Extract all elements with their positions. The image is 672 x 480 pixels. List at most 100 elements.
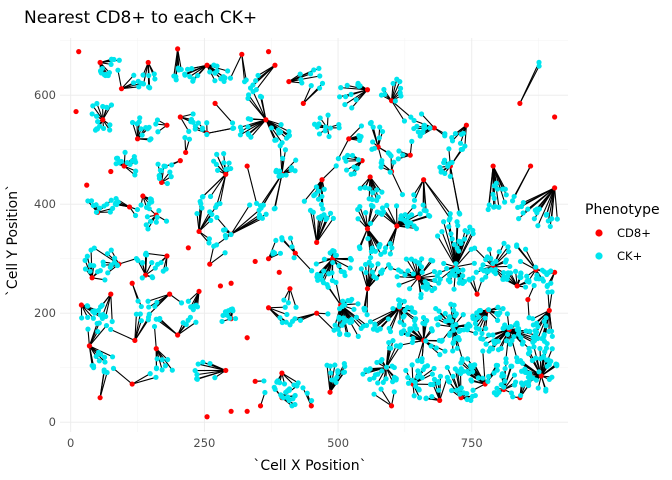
ck-point xyxy=(289,403,295,409)
ck-point xyxy=(355,216,361,222)
nearest-segment xyxy=(202,361,226,371)
ck-point xyxy=(493,270,499,277)
ck-point xyxy=(115,67,121,73)
ck-point xyxy=(317,115,323,121)
ck-point xyxy=(299,80,305,86)
ck-point xyxy=(385,316,391,322)
ck-point xyxy=(336,263,342,269)
ck-point xyxy=(445,378,452,384)
ck-point xyxy=(147,371,153,377)
ck-point xyxy=(494,186,501,192)
ck-point xyxy=(148,136,154,142)
ck-point xyxy=(379,160,385,167)
ck-point xyxy=(499,371,506,377)
ck-point xyxy=(304,390,310,396)
ck-point xyxy=(458,239,464,245)
ck-point xyxy=(428,257,434,263)
ck-point xyxy=(490,191,496,197)
ck-point xyxy=(282,304,288,310)
ck-point xyxy=(460,312,466,318)
ck-point xyxy=(483,341,489,347)
nearest-segment xyxy=(547,187,556,222)
x-tick-label: 0 xyxy=(67,436,74,450)
ck-point xyxy=(537,345,543,352)
ck-point xyxy=(316,85,323,91)
ck-point xyxy=(455,268,461,274)
cd8-point xyxy=(196,228,202,235)
ck-point xyxy=(104,251,111,257)
ck-point xyxy=(377,124,383,130)
cd8-point xyxy=(276,269,282,275)
ck-point xyxy=(376,135,382,141)
nearest-segment xyxy=(332,258,351,269)
ck-point xyxy=(323,216,329,222)
ck-point xyxy=(107,127,113,133)
ck-point xyxy=(135,78,141,84)
nearest-segment xyxy=(281,372,295,386)
ck-point xyxy=(401,118,408,124)
ck-point xyxy=(457,391,463,397)
ck-point xyxy=(371,273,377,280)
cd8-point xyxy=(132,337,138,344)
ck-point xyxy=(451,286,457,292)
ck-point xyxy=(323,124,329,130)
nearest-segment xyxy=(117,70,123,89)
ck-point xyxy=(105,270,111,276)
ck-point xyxy=(333,163,339,169)
ck-point xyxy=(411,203,417,210)
ck-point xyxy=(450,340,456,346)
cd8-point xyxy=(415,275,421,281)
ck-point xyxy=(456,210,462,216)
cd8-point xyxy=(97,59,103,66)
nearest-segment xyxy=(327,286,342,306)
ck-point xyxy=(532,207,538,213)
ck-point xyxy=(292,393,298,399)
ck-point xyxy=(283,172,289,178)
ck-point xyxy=(431,365,437,372)
ck-point xyxy=(321,256,327,262)
ck-point xyxy=(331,327,337,333)
ck-point xyxy=(442,310,448,317)
ck-point xyxy=(494,338,500,344)
ck-point xyxy=(137,311,143,317)
ck-point xyxy=(378,251,384,257)
nearest-segment xyxy=(145,254,148,276)
ck-point xyxy=(378,92,385,98)
ck-point xyxy=(329,377,335,383)
ck-point xyxy=(291,255,297,261)
ck-point xyxy=(479,330,485,337)
ck-point xyxy=(336,306,343,312)
ck-point xyxy=(90,365,97,371)
nearest-segment xyxy=(132,122,139,139)
ck-point xyxy=(511,334,517,340)
nearest-segment xyxy=(92,105,104,121)
ck-point xyxy=(396,304,402,310)
ck-point xyxy=(450,268,456,274)
ck-point xyxy=(505,331,511,337)
ck-point xyxy=(219,318,225,325)
ck-point xyxy=(507,341,513,347)
ck-point xyxy=(390,80,396,87)
ck-point xyxy=(505,325,512,331)
ck-point xyxy=(393,343,399,349)
ck-point xyxy=(502,199,508,205)
ck-point xyxy=(314,271,320,278)
ck-point xyxy=(93,209,100,215)
ck-point xyxy=(214,63,220,69)
ck-point xyxy=(183,321,189,328)
ck-point xyxy=(95,349,102,356)
ck-point xyxy=(409,339,415,346)
nearest-segment xyxy=(390,83,394,101)
ck-point xyxy=(355,301,361,307)
nearest-segment xyxy=(214,103,233,124)
ck-point xyxy=(215,167,221,173)
ck-point xyxy=(277,315,283,321)
ck-point xyxy=(130,80,137,86)
ck-point xyxy=(387,169,393,175)
ck-point xyxy=(190,111,196,117)
ck-point xyxy=(461,327,467,333)
cd8-point xyxy=(364,286,371,292)
ck-point xyxy=(335,369,341,376)
ck-point xyxy=(152,303,158,310)
